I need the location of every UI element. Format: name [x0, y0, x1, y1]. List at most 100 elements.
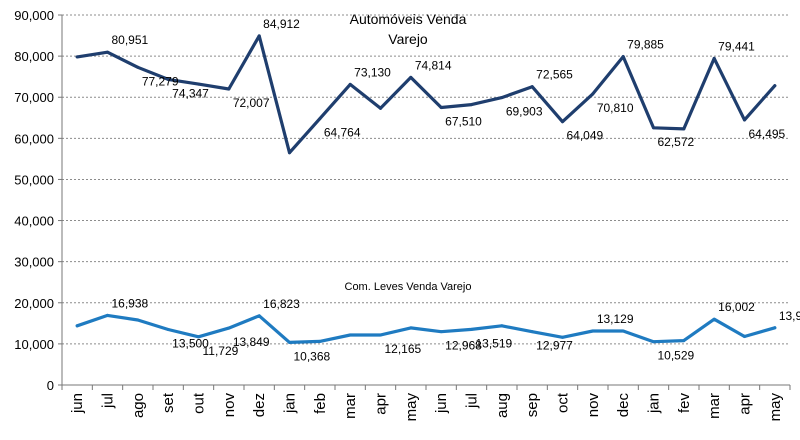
- data-point: [743, 334, 746, 338]
- data-point: [227, 87, 231, 91]
- data-point: [652, 340, 655, 344]
- data-label: 77,279: [142, 74, 179, 88]
- data-point: [439, 330, 443, 334]
- data-point: [561, 120, 564, 124]
- data-point: [773, 326, 777, 330]
- x-tick-label: apr: [737, 393, 754, 415]
- data-point: [621, 329, 625, 333]
- x-tick-label: sep: [524, 393, 541, 417]
- data-label: 13,519: [476, 336, 513, 350]
- data-point: [500, 96, 504, 100]
- x-tick-label: dec: [615, 393, 632, 418]
- data-label: 80,951: [112, 33, 149, 47]
- y-tick-label: 90,000: [14, 8, 54, 23]
- data-label: 16,823: [263, 297, 300, 311]
- x-tick-label: nov: [585, 393, 602, 418]
- data-label: 12,165: [385, 342, 422, 356]
- data-label: 13,849: [233, 335, 270, 349]
- data-point: [197, 82, 200, 86]
- x-tick-label: ago: [130, 393, 147, 418]
- data-point: [106, 50, 109, 54]
- data-label: 13,923: [779, 309, 800, 323]
- x-tick-label: jul: [464, 393, 481, 409]
- x-tick-label: fev: [676, 393, 693, 414]
- data-label: 64,764: [324, 126, 361, 140]
- gridlines: [62, 14, 790, 345]
- y-tick-label: 20,000: [14, 296, 54, 311]
- data-point: [348, 333, 352, 337]
- data-point: [591, 92, 595, 96]
- data-point: [166, 328, 170, 331]
- x-tick-label: may: [403, 393, 420, 422]
- x-tick-label: mar: [706, 393, 723, 419]
- data-point: [743, 118, 746, 122]
- data-label: 13,500: [172, 337, 209, 351]
- y-tick-label: 50,000: [14, 172, 54, 187]
- data-point: [621, 55, 625, 59]
- x-tick-label: jul: [100, 393, 117, 409]
- data-point: [379, 333, 382, 337]
- data-label: 69,903: [506, 105, 543, 119]
- x-tick-label: feb: [312, 393, 329, 414]
- data-point: [409, 75, 413, 79]
- data-point: [348, 82, 352, 86]
- data-point: [318, 117, 322, 121]
- data-label: 12,977: [536, 339, 573, 353]
- data-label: 67,510: [445, 114, 482, 128]
- data-point: [288, 340, 291, 344]
- y-tick-label: 80,000: [14, 49, 54, 64]
- x-tick-label: aug: [494, 393, 511, 418]
- data-label: 79,441: [718, 39, 755, 53]
- data-point: [439, 105, 443, 109]
- x-tick-label: oct: [555, 392, 572, 413]
- x-tick-label: may: [767, 393, 784, 422]
- y-tick-label: 70,000: [14, 90, 54, 105]
- data-point: [136, 318, 140, 322]
- x-tick-label: out: [191, 392, 208, 414]
- data-label: 16,938: [112, 296, 149, 310]
- data-point: [166, 77, 170, 81]
- x-tick-label: jun: [433, 393, 450, 414]
- x-tick-label: jun: [69, 393, 86, 414]
- data-label: 64,495: [749, 127, 786, 141]
- series-line-0: [75, 34, 777, 155]
- data-label: 16,002: [718, 300, 755, 314]
- x-tick-label: nov: [221, 393, 238, 418]
- data-point: [470, 327, 473, 331]
- data-point: [470, 103, 473, 107]
- data-point: [591, 329, 595, 333]
- x-tick-label: jan: [646, 393, 663, 414]
- data-label: 72,565: [536, 68, 573, 82]
- y-tick-label: 0: [47, 378, 54, 393]
- data-point: [530, 330, 534, 334]
- data-point: [288, 151, 291, 155]
- data-label: 79,885: [627, 38, 664, 52]
- data-point: [318, 339, 322, 343]
- data-point: [561, 335, 564, 339]
- chart-title-line2: Varejo: [388, 31, 428, 47]
- data-label: 74,347: [172, 86, 209, 100]
- data-label: 74,814: [415, 58, 452, 72]
- data-point: [75, 324, 79, 328]
- data-point: [197, 335, 200, 339]
- data-point: [712, 56, 716, 60]
- data-point: [136, 65, 140, 69]
- y-tick-label: 40,000: [14, 214, 54, 229]
- data-point: [257, 34, 261, 38]
- data-label: 13,129: [597, 312, 634, 326]
- data-point: [530, 85, 534, 89]
- series-line-1: [75, 313, 777, 344]
- data-point: [227, 326, 231, 330]
- series-lines: [75, 34, 777, 344]
- x-tick-label: set: [160, 392, 177, 413]
- data-label: 62,572: [658, 135, 695, 149]
- data-point: [682, 127, 686, 131]
- x-tick-label: mar: [342, 393, 359, 419]
- data-label: 84,912: [263, 17, 300, 31]
- y-tick-label: 30,000: [14, 255, 54, 270]
- data-point: [379, 106, 382, 110]
- data-point: [75, 55, 79, 59]
- data-point: [500, 324, 504, 328]
